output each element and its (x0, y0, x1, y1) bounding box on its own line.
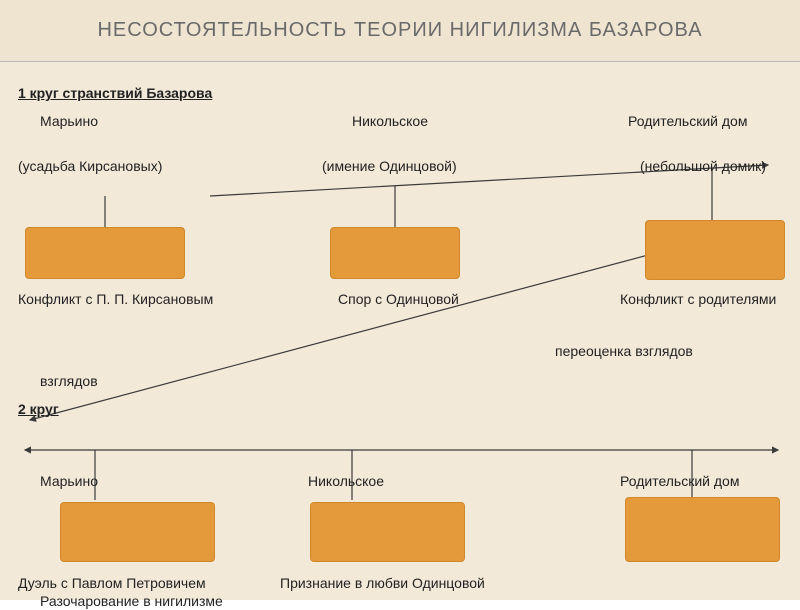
row1-col3-place: Родительский дом (628, 112, 768, 130)
section-1-heading: 1 круг странствий Базарова (18, 84, 212, 102)
title-bar: НЕСОСТОЯТЕЛЬНОСТЬ ТЕОРИИ НИГИЛИЗМА БАЗАР… (0, 0, 800, 62)
box-2 (330, 227, 460, 279)
row1-col2-sub: (имение Одинцовой) (322, 157, 457, 175)
row2-col2: Спор с Одинцовой (338, 290, 459, 308)
row1-col2-place: Никольское (352, 112, 428, 130)
row2-col1: Конфликт с П. П. Кирсановым (18, 290, 213, 308)
box-1 (25, 227, 185, 279)
row1-col3-sub: (небольшой домик) (640, 157, 790, 175)
content-area: 1 круг странствий Базарова Марьино Никол… (0, 62, 800, 600)
box-5 (310, 502, 465, 562)
row4-col2: Никольское (308, 472, 384, 490)
row5-col2: Признание в любви Одинцовой (280, 574, 485, 592)
row1-col1-sub: (усадьба Кирсановых) (18, 157, 162, 175)
row2-col3: Конфликт с родителями (620, 290, 780, 308)
row5-col3: Разочарование в нигилизме (40, 592, 223, 610)
row4-col1: Марьино (40, 472, 160, 490)
box-4 (60, 502, 215, 562)
row3-right: переоценка взглядов (555, 342, 693, 360)
row4-col3: Родительский дом (620, 472, 770, 490)
slide-title: НЕСОСТОЯТЕЛЬНОСТЬ ТЕОРИИ НИГИЛИЗМА БАЗАР… (97, 19, 702, 42)
row5-col1: Дуэль с Павлом Петровичем (18, 574, 206, 592)
row3-left: взглядов (40, 372, 98, 390)
box-6 (625, 497, 780, 562)
slide: НЕСОСТОЯТЕЛЬНОСТЬ ТЕОРИИ НИГИЛИЗМА БАЗАР… (0, 0, 800, 600)
section-2-heading: 2 круг (18, 400, 59, 418)
box-3 (645, 220, 785, 280)
row1-col1-place: Марьино (40, 112, 98, 130)
